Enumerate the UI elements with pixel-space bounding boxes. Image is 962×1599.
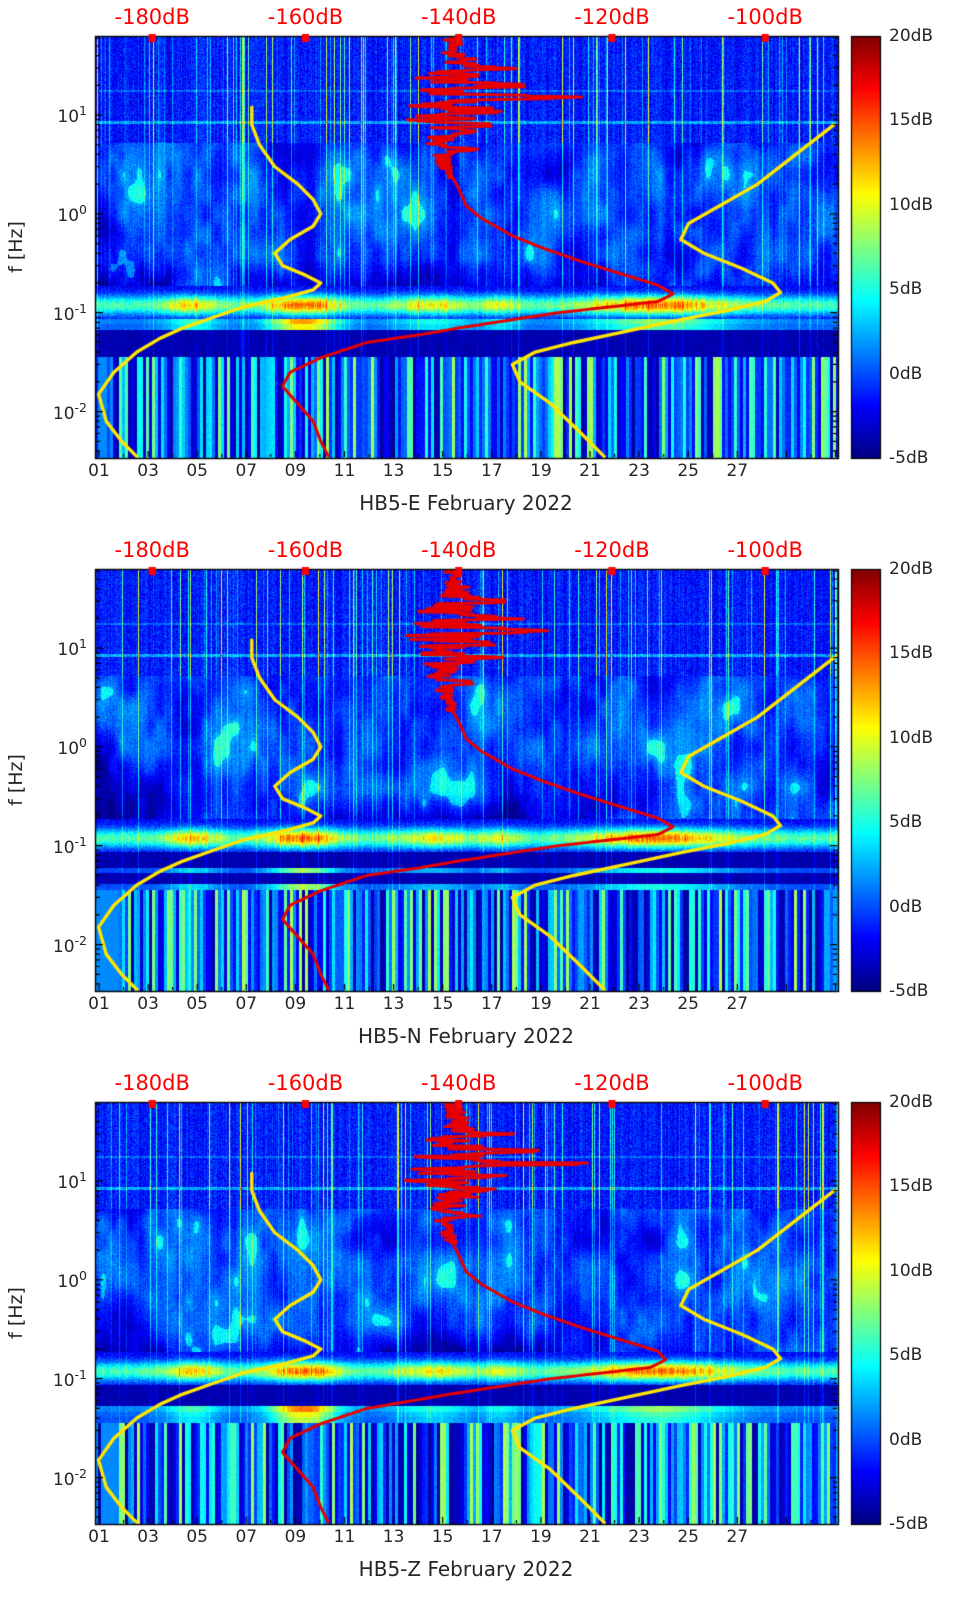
panel-hb5-n: -180dB -160dB -140dB -120dB -100dB 01 03 05 07 09… <box>0 533 962 1066</box>
x-axis-title: HB5-E February 2022 <box>359 491 573 515</box>
y-axis-label: f [Hz] <box>5 1287 27 1339</box>
y-axis-label: f [Hz] <box>5 221 27 273</box>
spectrogram-canvas-hb5-e <box>0 0 962 533</box>
y-axis-label: f [Hz] <box>5 754 27 806</box>
spectrogram-canvas-hb5-z <box>0 1066 962 1599</box>
panel-hb5-e: -180dB -160dB -140dB -120dB -100dB 01 03 05 07 09… <box>0 0 962 533</box>
x-axis-title: HB5-Z February 2022 <box>358 1557 574 1581</box>
x-axis-title: HB5-N February 2022 <box>358 1024 574 1048</box>
spectrogram-canvas-hb5-n <box>0 533 962 1066</box>
panel-hb5-z: -180dB -160dB -140dB -120dB -100dB 01 03 05 07 09… <box>0 1066 962 1599</box>
